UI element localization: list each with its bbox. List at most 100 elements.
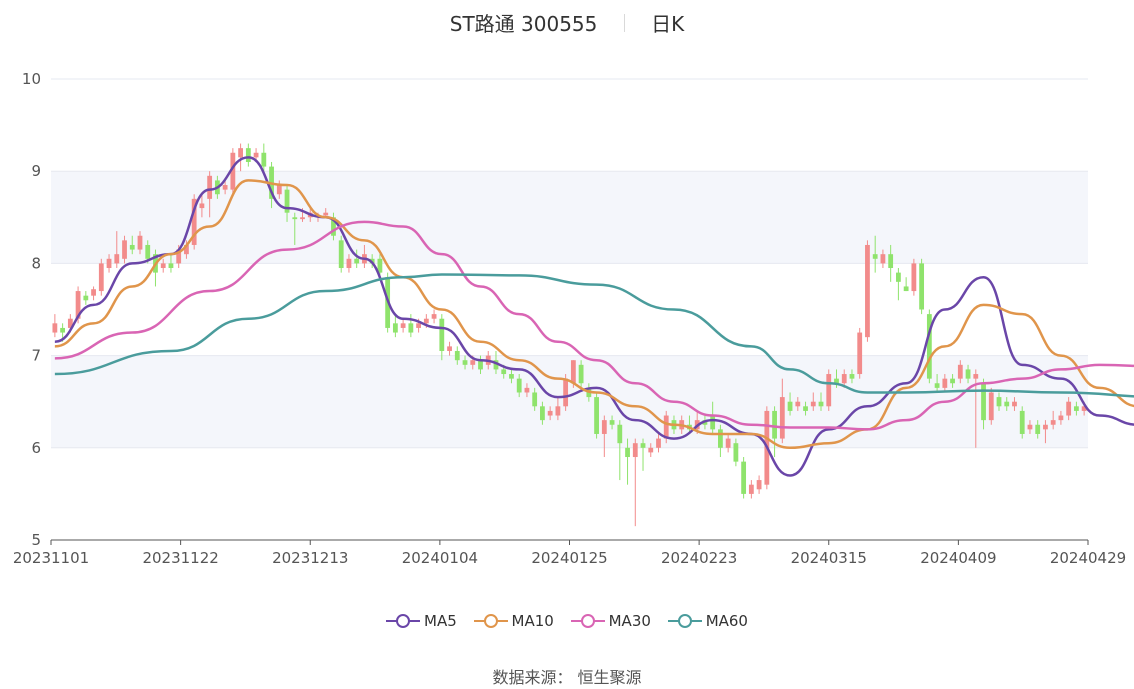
x-tick-label: 20231101 <box>13 549 89 567</box>
candle-body <box>60 327 66 333</box>
candle-body <box>454 350 460 361</box>
period-label: 日K <box>651 12 685 36</box>
candle-body <box>563 378 569 407</box>
candle-body <box>516 378 522 393</box>
candle-body <box>810 401 816 407</box>
candle-body <box>284 189 290 213</box>
candle-body <box>950 378 955 384</box>
candle-body <box>656 438 661 448</box>
candle-body <box>981 383 986 421</box>
legend: MA5 MA10 MA30 MA60 <box>0 612 1134 633</box>
legend-item-ma10[interactable]: MA10 <box>473 612 554 630</box>
candle-body <box>973 374 979 379</box>
legend-label-ma60: MA60 <box>705 612 748 630</box>
candle-body <box>880 254 886 264</box>
candle-body <box>826 374 832 407</box>
candle-body <box>609 420 615 425</box>
candle-body <box>988 392 994 421</box>
candle-body <box>710 415 716 430</box>
candle-body <box>176 249 182 264</box>
candle-body <box>261 152 267 167</box>
chart-title: ST路通 300555 <box>449 12 598 36</box>
candle-body <box>509 374 514 379</box>
candle-body <box>416 323 421 328</box>
candle-body <box>1004 401 1010 407</box>
x-tick-label: 20231122 <box>142 549 218 567</box>
candle-body <box>122 240 127 259</box>
candle-body <box>331 217 336 236</box>
candle-body <box>160 263 166 269</box>
ma30-line <box>54 220 1134 431</box>
candle-body <box>392 323 398 333</box>
candle-body <box>1027 424 1033 430</box>
candle-body <box>957 364 963 379</box>
data-source: 数据来源： 恒生聚源 <box>0 664 1134 688</box>
y-tick-label: 7 <box>31 347 41 365</box>
candle-body <box>423 318 429 324</box>
x-tick-label: 20240429 <box>1050 549 1126 567</box>
candle-body <box>1081 406 1087 411</box>
candle-body <box>1019 410 1025 434</box>
chart-title-row: ST路通 300555 日K <box>0 8 1134 38</box>
legend-item-ma5[interactable]: MA5 <box>386 612 457 630</box>
candle-body <box>245 148 251 162</box>
legend-item-ma30[interactable]: MA30 <box>570 612 651 630</box>
candlestick-chart: 5 6 7 8 9 10 20231101 20231122 20231213 20240104 2… <box>13 70 1134 567</box>
candle-body <box>300 217 305 220</box>
candle-body <box>1012 401 1017 407</box>
candle-body <box>129 244 135 250</box>
y-tick-label: 5 <box>31 531 41 549</box>
candle-body <box>779 397 785 439</box>
candle-body <box>965 369 971 379</box>
ma10-line <box>54 179 1134 450</box>
candle-body <box>834 378 839 384</box>
candle-body <box>748 484 754 494</box>
candle-body <box>230 152 236 190</box>
candle-body <box>377 258 383 273</box>
candle-body <box>207 175 213 199</box>
candle-body <box>934 383 940 388</box>
candle-body <box>98 263 104 292</box>
candle-body <box>578 364 584 384</box>
candle-body <box>942 378 948 388</box>
candle-body <box>841 374 847 384</box>
candle-body <box>354 258 360 264</box>
candle-body <box>555 406 561 416</box>
candle-body <box>570 360 576 384</box>
candle-body <box>439 318 445 351</box>
candle-body <box>795 401 801 407</box>
candle-body <box>462 360 468 365</box>
grid-band <box>51 171 1088 264</box>
candle-body <box>725 438 731 448</box>
source-label: 数据来源： <box>492 668 573 687</box>
candle-body <box>106 258 112 269</box>
candle-body <box>470 360 476 365</box>
candle-body <box>911 263 917 292</box>
candle-body <box>601 420 607 434</box>
candle-body <box>640 443 646 448</box>
legend-label-ma10: MA10 <box>511 612 554 630</box>
candle-body <box>718 429 723 448</box>
grid-band <box>51 355 1088 448</box>
candle-body <box>1043 424 1048 430</box>
candle-body <box>896 272 901 282</box>
candle-body <box>787 401 793 411</box>
candle-body <box>52 323 58 333</box>
candle-body <box>447 346 452 351</box>
ma60-legend-icon <box>667 614 702 628</box>
source-value: 恒生聚源 <box>577 668 642 687</box>
candle-body <box>648 447 654 453</box>
candle-body <box>400 323 406 328</box>
candle-body <box>1035 424 1041 434</box>
candle-body <box>919 263 925 310</box>
candle-body <box>818 401 824 407</box>
x-tick-label: 20240223 <box>661 549 737 567</box>
candle-body <box>617 424 623 444</box>
candle-body <box>67 318 73 328</box>
candle-body <box>184 244 189 255</box>
x-tick-label: 20240315 <box>791 549 867 567</box>
candle-body <box>903 286 909 292</box>
candle-body <box>756 480 762 490</box>
legend-item-ma60[interactable]: MA60 <box>667 612 748 630</box>
candle-body <box>114 254 120 264</box>
